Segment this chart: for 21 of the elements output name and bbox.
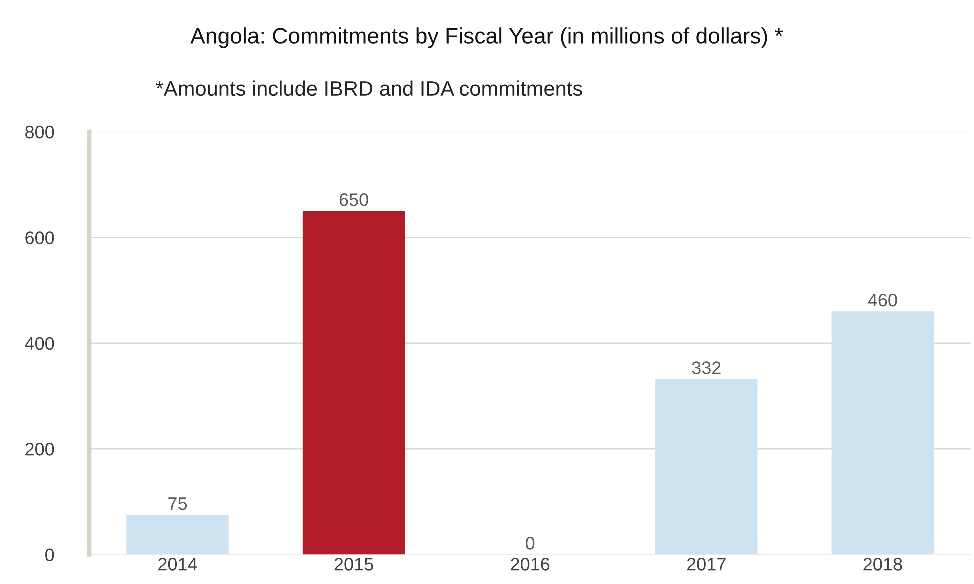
y-tick-label: 400 [25, 337, 54, 350]
x-tick-label: 2016 [511, 558, 550, 571]
y-tick-label: 800 [26, 126, 54, 139]
chart-subtitle: *Amounts include IBRD and IDA commitments [156, 80, 582, 96]
data-label: 0 [526, 537, 535, 550]
y-tick-label: 200 [26, 443, 54, 456]
x-tick-label: 2017 [687, 558, 726, 571]
y-tick-label: 0 [46, 548, 54, 562]
data-label: 75 [168, 498, 188, 510]
x-tick-label: 2018 [864, 558, 902, 571]
data-label: 650 [340, 194, 368, 206]
bar [126, 515, 229, 555]
x-tick-label: 2015 [334, 558, 374, 571]
chart-title: Angola: Commitments by Fiscal Year (in millions of dollars) * [190, 28, 784, 48]
bar [832, 312, 934, 555]
data-label: 332 [692, 362, 721, 374]
x-tick-label: 2014 [158, 558, 198, 571]
y-tick-label: 600 [26, 232, 54, 244]
bar [302, 211, 406, 555]
data-label: 460 [868, 294, 898, 307]
bar [656, 379, 758, 555]
